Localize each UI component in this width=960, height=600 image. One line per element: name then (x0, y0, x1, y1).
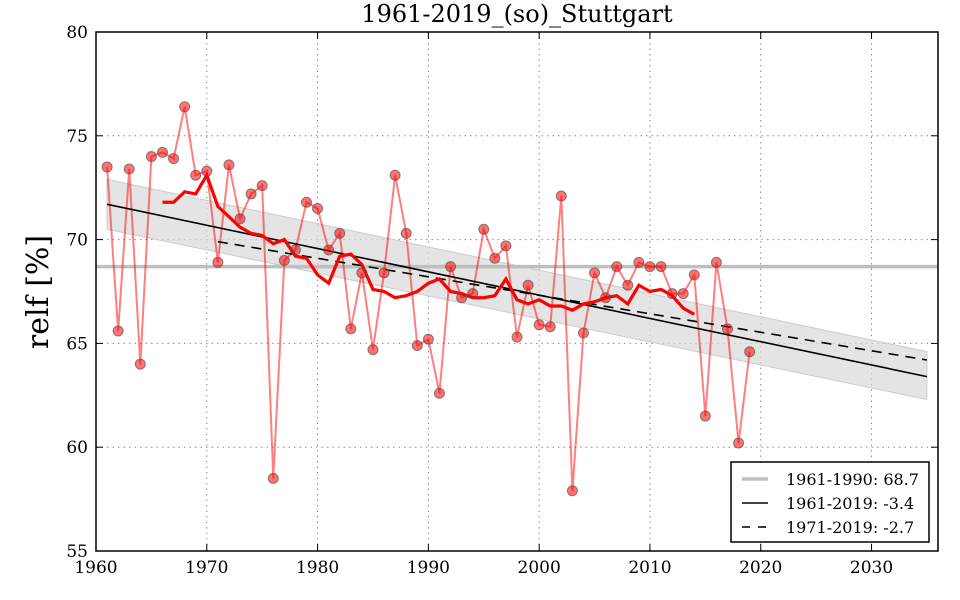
legend: 1961-1990: 68.7 1961-2019: -3.4 1971-2019:… (730, 461, 930, 543)
data-point (644, 261, 656, 273)
legend-label: 1971-2019: -2.7 (786, 518, 914, 537)
data-point (489, 252, 501, 264)
plot-frame (95, 31, 939, 552)
confidence-band (106, 178, 928, 401)
y-tick-label: 80 (66, 23, 88, 43)
data-point (589, 267, 601, 279)
x-tick-label: 2030 (850, 558, 893, 578)
data-point (677, 288, 689, 300)
data-point (555, 190, 567, 202)
data-point (422, 333, 434, 345)
data-point (134, 358, 146, 370)
data-point (278, 254, 290, 266)
tick-layer: 1960 1970 1980 1990 2000 2010 2020 2030 55 60 65 70… (66, 23, 938, 578)
y-tick-label: 55 (66, 542, 88, 562)
data-point (389, 169, 401, 181)
data-point (688, 269, 700, 281)
data-point (566, 485, 578, 497)
data-point (611, 261, 623, 273)
data-point (145, 151, 157, 163)
data-point (112, 325, 124, 337)
data-point (445, 261, 457, 273)
data-point (522, 279, 534, 291)
data-point (511, 331, 523, 343)
data-point (101, 161, 113, 173)
legend-label: 1961-2019: -3.4 (786, 494, 914, 513)
legend-label: 1961-1990: 68.7 (786, 470, 919, 489)
data-point (323, 244, 335, 256)
data-point (267, 472, 279, 484)
data-point (245, 188, 257, 200)
data-point (722, 323, 733, 335)
y-axis-label: relf [%] (21, 235, 56, 349)
x-tick-label: 1990 (407, 558, 450, 578)
data-point (633, 256, 645, 268)
data-point (710, 256, 722, 268)
data-point (533, 319, 545, 331)
y-tick-label: 60 (66, 438, 88, 458)
data-point (655, 261, 667, 273)
legend-box (730, 461, 930, 543)
data-point (456, 292, 468, 304)
data-point (123, 163, 135, 175)
data-point (744, 346, 756, 358)
data-point (356, 267, 368, 279)
data-point (699, 410, 711, 422)
data-point (600, 292, 612, 304)
data-point (622, 279, 634, 291)
data-point (301, 196, 312, 208)
trend-confidence-band (106, 178, 928, 401)
data-point (156, 146, 168, 158)
y-tick-label: 70 (66, 231, 88, 251)
data-point (334, 227, 346, 239)
series-layer (96, 101, 938, 497)
data-point (433, 387, 445, 399)
data-point (234, 213, 246, 225)
data-point (400, 227, 412, 239)
y-tick-label: 75 (66, 127, 88, 147)
data-point (223, 159, 235, 171)
data-point (544, 321, 556, 333)
data-point (411, 339, 423, 351)
data-point (289, 244, 301, 256)
x-tick-label: 1980 (296, 558, 339, 578)
data-point (367, 344, 379, 356)
trend-line-1961-2019 (106, 203, 928, 378)
x-tick-label: 2020 (739, 558, 782, 578)
data-point (378, 267, 390, 279)
data-point (345, 323, 357, 335)
chart-title: 1961-2019_(so)_Stuttgart (361, 0, 673, 28)
data-point (190, 169, 202, 181)
x-tick-label: 2000 (518, 558, 561, 578)
data-point (179, 101, 191, 113)
data-point (733, 437, 745, 449)
data-point (577, 327, 589, 339)
data-point (500, 240, 512, 252)
x-tick-label: 2010 (628, 558, 671, 578)
axes (95, 31, 939, 552)
data-point (478, 223, 490, 235)
y-tick-label: 65 (66, 334, 88, 354)
data-point (312, 202, 324, 214)
data-point (467, 288, 479, 300)
x-tick-label: 1960 (74, 558, 117, 578)
data-point (201, 165, 213, 177)
data-point (212, 256, 224, 268)
data-point (256, 180, 268, 192)
data-point (666, 288, 678, 300)
data-point (168, 153, 180, 165)
x-tick-label: 1970 (185, 558, 228, 578)
